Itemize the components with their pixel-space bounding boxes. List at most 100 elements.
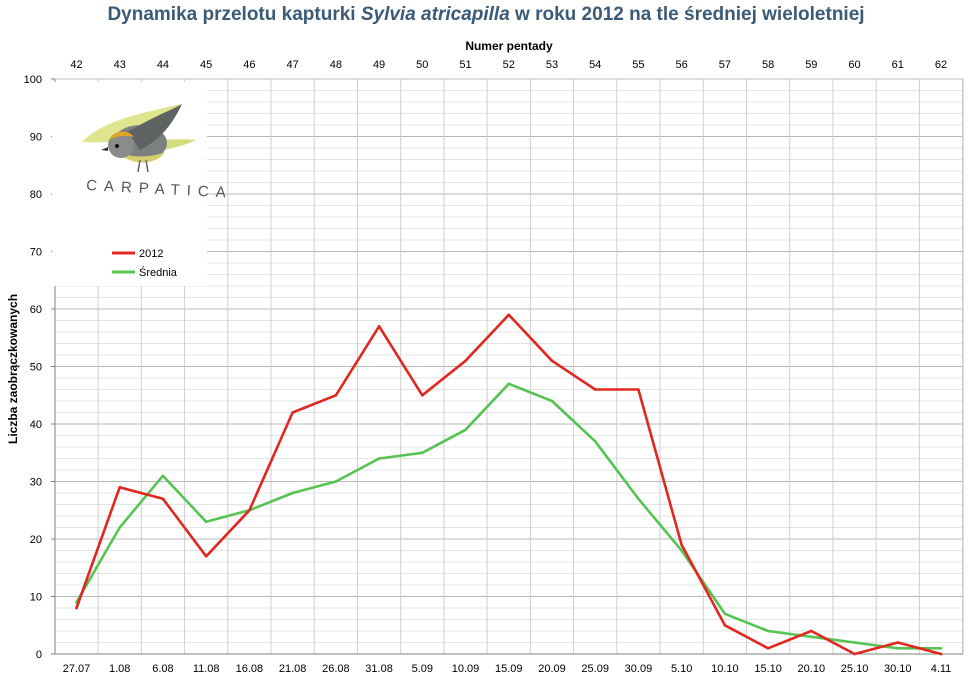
data-point-average [377, 457, 381, 460]
data-point-2012 [723, 623, 727, 627]
legend-label-2012: 2012 [139, 248, 163, 260]
data-point-average [334, 480, 338, 483]
x-tick-label-date: 16.08 [236, 663, 264, 675]
y-tick-label: 70 [30, 247, 42, 259]
logo-bird-wing [128, 104, 182, 150]
top-axis-title: Numer pentady [465, 39, 553, 53]
data-point-2012 [550, 359, 554, 363]
x-tick-label-date: 31.08 [365, 663, 393, 675]
data-point-average [896, 646, 900, 650]
data-point-2012 [939, 652, 943, 656]
data-point-2012 [896, 641, 900, 644]
data-point-average [853, 641, 856, 644]
x-tick-label-pentad: 59 [805, 59, 817, 71]
x-tick-label-date: 26.08 [322, 663, 350, 675]
x-tick-label-date: 10.10 [711, 663, 739, 675]
data-point-average [161, 474, 165, 478]
x-tick-label-date: 30.09 [625, 663, 653, 675]
data-point-2012 [118, 485, 122, 489]
data-point-2012 [853, 652, 856, 656]
y-axis-title: Liczba zaobrączkowanych [6, 294, 20, 444]
data-point-2012 [593, 388, 597, 391]
data-point-2012 [507, 313, 511, 317]
data-point-average [291, 491, 294, 495]
x-tick-label-pentad: 51 [459, 59, 471, 71]
data-point-2012 [291, 411, 294, 414]
logo-bird-crown [109, 131, 134, 140]
x-tick-label-pentad: 50 [416, 59, 428, 71]
x-tick-label-date: 4.11 [931, 663, 952, 675]
data-point-2012 [248, 508, 251, 512]
x-tick-label-date: 15.10 [754, 663, 782, 675]
x-tick-label-date: 5.10 [671, 663, 692, 675]
x-tick-label-pentad: 56 [676, 59, 688, 71]
x-tick-label-pentad: 43 [114, 59, 126, 71]
x-tick-label-date: 27.07 [63, 663, 91, 675]
data-point-average [766, 629, 770, 633]
data-point-average [723, 612, 727, 616]
data-point-average [593, 439, 597, 443]
chart-title-part-2: w roku 2012 na tle średniej wieloletniej [510, 4, 865, 25]
data-point-average [507, 382, 511, 386]
logo-leaf-bg [82, 104, 180, 143]
x-tick-label-pentad: 52 [503, 59, 515, 71]
x-tick-label-date: 21.08 [279, 663, 307, 675]
data-point-2012 [810, 629, 813, 633]
legend-label-average: Średnia [139, 266, 178, 279]
x-tick-label-date: 5.09 [412, 663, 433, 675]
x-tick-label-pentad: 49 [373, 59, 385, 71]
x-tick-label-pentad: 61 [892, 59, 904, 71]
tick-labels: 0 10 20 30 40 50 60 70 80 90 100 27.07 1.08 6.08 11.08… [24, 59, 952, 675]
data-point-average [637, 497, 640, 501]
x-tick-label-date: 6.08 [152, 663, 173, 675]
data-point-average [421, 451, 424, 455]
series [75, 313, 943, 656]
y-tick-label: 80 [30, 189, 42, 201]
y-tick-label: 30 [30, 477, 42, 489]
data-point-2012 [75, 606, 78, 610]
logo-bird-belly [118, 152, 165, 163]
legend: 2012 Średnia [112, 248, 178, 279]
y-tick-label: 40 [30, 419, 42, 431]
data-point-2012 [377, 324, 381, 328]
x-tick-label-pentad: 62 [935, 59, 947, 71]
data-point-2012 [334, 393, 338, 397]
x-tick-label-date: 20.09 [538, 663, 566, 675]
logo-bird-feet [137, 159, 149, 173]
logo-bird-head [108, 132, 134, 158]
data-point-2012 [204, 554, 208, 558]
y-tick-label: 100 [24, 74, 42, 86]
x-tick-label-pentad: 58 [762, 59, 774, 71]
chart-title: Dynamika przelotu kapturki Sylvia atrica… [107, 4, 864, 25]
data-point-average [550, 399, 554, 403]
logo-legend-box: CARPATICA 2012 Średnia [52, 82, 233, 286]
x-tick-label-date: 10.09 [452, 663, 480, 675]
data-point-average [204, 520, 208, 524]
x-tick-label-pentad: 46 [243, 59, 255, 71]
logo-bird-eye [115, 144, 119, 148]
chart-title-part-1: Dynamika przelotu kapturki [107, 4, 360, 25]
x-tick-label-pentad: 47 [287, 59, 299, 71]
data-point-2012 [161, 497, 165, 501]
data-point-average [118, 526, 122, 529]
y-tick-label: 20 [30, 534, 42, 546]
y-tick-label: 10 [30, 592, 42, 604]
data-point-average [680, 549, 683, 552]
x-tick-label-pentad: 60 [848, 59, 860, 71]
y-tick-label: 90 [30, 132, 42, 144]
chart-title-species: Sylvia atricapilla [361, 4, 510, 25]
x-tick-label-pentad: 48 [330, 59, 342, 71]
x-tick-label-pentad: 57 [719, 59, 731, 71]
data-point-average [464, 428, 467, 432]
x-tick-label-date: 30.10 [884, 663, 912, 675]
y-tick-label: 60 [30, 304, 42, 316]
x-tick-label-date: 11.08 [193, 663, 220, 675]
data-point-average [810, 635, 813, 639]
data-point-2012 [766, 646, 770, 650]
x-tick-label-date: 20.10 [798, 663, 826, 675]
x-tick-label-pentad: 45 [200, 59, 212, 71]
x-tick-label-date: 25.09 [581, 663, 609, 675]
x-tick-label-pentad: 53 [546, 59, 558, 71]
data-point-2012 [464, 359, 467, 363]
